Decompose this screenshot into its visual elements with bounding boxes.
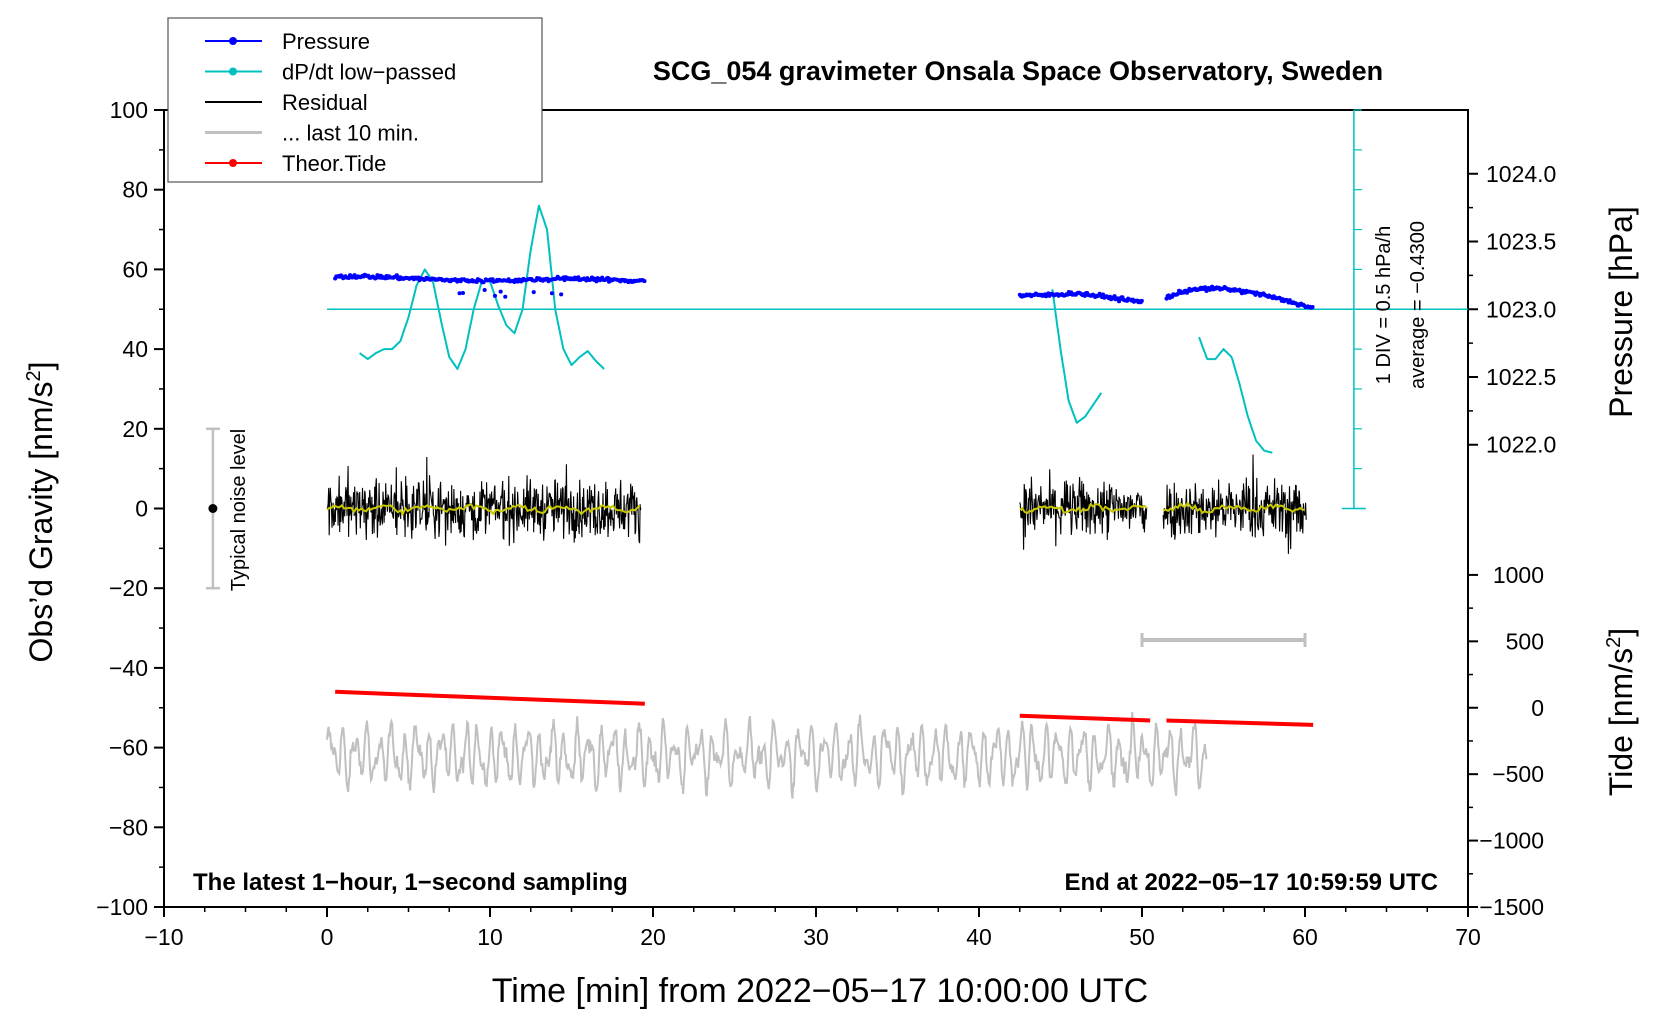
y-axis-left-label: Obs’d Gravity [nm/s2] <box>23 362 59 663</box>
residual-trace-1 <box>1019 469 1148 550</box>
y-tick-label: −100 <box>96 894 148 920</box>
y-axis-tide: −1500 −1000 −500 0 500 1000 <box>1468 562 1544 920</box>
y-tick-label: 20 <box>122 416 148 442</box>
legend-label-1: dP/dt low−passed <box>282 60 456 85</box>
dpdt-average-label: average = −0.4300 <box>1407 221 1429 389</box>
x-tick-label: −10 <box>144 924 183 950</box>
x-tick-label: 0 <box>321 924 334 950</box>
x-tick-label: 30 <box>803 924 829 950</box>
pressure-tick-label: 1023.5 <box>1486 229 1556 255</box>
residual-smoothed-trace-2 <box>1162 501 1306 515</box>
legend-marker-1 <box>229 67 237 76</box>
dpdt-trace-2 <box>1198 336 1273 454</box>
x-tick-label: 40 <box>966 924 992 950</box>
last-10-min-trace <box>326 711 1208 799</box>
y-tick-label: 60 <box>122 256 148 282</box>
x-tick-label: 60 <box>1292 924 1318 950</box>
y-axis-left-label-close: ] <box>23 362 59 371</box>
dpdt-scale-label: 1 DIV = 0.5 hPa/h <box>1373 226 1395 384</box>
tide-axis-label-sup: 2 <box>1603 637 1625 648</box>
y-tick-label: −80 <box>109 814 148 840</box>
pressure-tick-label: 1024.0 <box>1486 161 1556 187</box>
x-tick-label: 50 <box>1129 924 1155 950</box>
noise-bar-center <box>208 504 218 513</box>
sampling-annotation: The latest 1−hour, 1−second sampling <box>193 869 628 896</box>
tide-tick-label: −1000 <box>1479 828 1544 854</box>
y-tick-label: 40 <box>122 336 148 362</box>
pressure-trace-0 <box>333 272 647 299</box>
legend-label-4: Theor.Tide <box>282 151 386 176</box>
y-tick-label: −40 <box>109 655 148 681</box>
legend-marker-0 <box>229 37 237 45</box>
pressure-trace-1 <box>1017 290 1144 305</box>
y-tick-label: 100 <box>110 97 148 123</box>
y-tick-label: −20 <box>109 575 148 601</box>
y-axis-left: −100 −80 −60 −40 −20 0 20 40 60 80 100 <box>96 97 164 920</box>
dpdt-trace-1 <box>1051 289 1103 424</box>
pressure-tick-label: 1022.0 <box>1486 432 1556 458</box>
tide-axis-label-close: ] <box>1603 628 1639 637</box>
x-axis-label: Time [min] from 2022−05−17 10:00:00 UTC <box>492 972 1148 1010</box>
noise-level-label: Typical noise level <box>228 429 250 591</box>
tide-tick-label: 500 <box>1506 628 1544 654</box>
tide-trace-2 <box>1166 718 1314 727</box>
pressure-tick-label: 1022.5 <box>1486 364 1556 390</box>
legend-label-0: Pressure <box>282 29 370 54</box>
end-time-annotation: End at 2022−05−17 10:59:59 UTC <box>1064 869 1438 896</box>
pressure-tick-label: 1023.0 <box>1486 296 1556 322</box>
y-axis-pressure: 1022.0 1022.5 1023.0 1023.5 1024.0 <box>1468 161 1556 458</box>
tide-tick-label: −500 <box>1492 761 1544 787</box>
tide-tick-label: 0 <box>1531 695 1544 721</box>
legend-marker-4 <box>229 159 237 167</box>
x-tick-label: 70 <box>1455 924 1481 950</box>
tide-trace-0 <box>335 689 645 706</box>
legend-label-3: ... last 10 min. <box>282 121 419 146</box>
residual-smoothed-trace-1 <box>1019 502 1148 515</box>
y-tick-label: 0 <box>135 496 148 522</box>
tide-tick-label: 1000 <box>1493 562 1544 588</box>
residual-smoothed-trace-0 <box>326 503 641 516</box>
pressure-trace-2 <box>1164 284 1315 310</box>
x-tick-label: 10 <box>477 924 503 950</box>
residual-trace-2 <box>1162 454 1307 554</box>
tide-axis-label-text: Tide [nm/s <box>1603 648 1639 796</box>
x-tick-label: 20 <box>640 924 666 950</box>
legend: Pressure dP/dt low−passed Residual ... last… <box>167 17 543 183</box>
dpdt-trace-0 <box>359 204 605 370</box>
tide-trace-1 <box>1019 713 1151 723</box>
tide-tick-label: −1500 <box>1479 894 1544 920</box>
y-axis-left-label-sup: 2 <box>23 370 45 381</box>
legend-box <box>167 17 543 183</box>
data-layer <box>205 109 1468 799</box>
x-axis: −10 0 10 20 30 40 50 60 70 <box>144 907 1481 950</box>
pressure-axis-label: Pressure [hPa] <box>1603 206 1639 418</box>
chart-title: SCG_054 gravimeter Onsala Space Observat… <box>653 56 1383 86</box>
tide-axis-label: Tide [nm/s2] <box>1603 628 1639 796</box>
residual-trace-0 <box>326 456 642 546</box>
y-tick-label: −60 <box>109 735 148 761</box>
y-tick-label: 80 <box>122 177 148 203</box>
y-axis-left-label-text: Obs’d Gravity [nm/s <box>23 382 59 663</box>
legend-label-2: Residual <box>282 90 368 115</box>
